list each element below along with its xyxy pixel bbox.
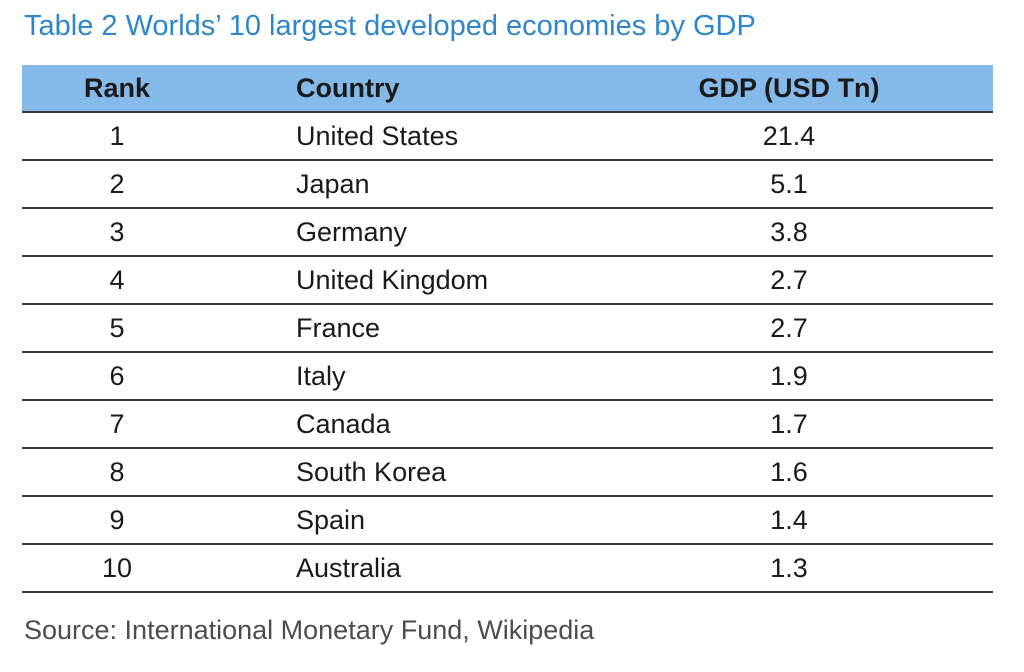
cell-gdp: 2.7	[597, 256, 993, 305]
cell-country: Germany	[212, 208, 597, 257]
cell-rank: 7	[22, 400, 212, 449]
table-row: 6 Italy 1.9	[22, 352, 993, 401]
table-title: Table 2 Worlds’ 10 largest developed eco…	[24, 10, 756, 42]
cell-rank: 8	[22, 448, 212, 497]
cell-country: South Korea	[212, 448, 597, 497]
cell-gdp: 1.4	[597, 496, 993, 545]
cell-country: Italy	[212, 352, 597, 401]
cell-country: Australia	[212, 544, 597, 593]
table-row: 7 Canada 1.7	[22, 400, 993, 449]
table-row: 3 Germany 3.8	[22, 208, 993, 257]
header-rank: Rank	[22, 65, 212, 113]
table-body: 1 United States 21.4 2 Japan 5.1 3 Germa…	[22, 112, 993, 593]
cell-country: Japan	[212, 160, 597, 209]
source-note: Source: International Monetary Fund, Wik…	[24, 615, 595, 645]
cell-country: Spain	[212, 496, 597, 545]
table-row: 4 United Kingdom 2.7	[22, 256, 993, 305]
cell-rank: 10	[22, 544, 212, 593]
header-row: Rank Country GDP (USD Tn)	[22, 65, 993, 113]
gdp-table-container: Rank Country GDP (USD Tn) 1 United State…	[22, 65, 993, 593]
table-row: 2 Japan 5.1	[22, 160, 993, 209]
cell-gdp: 3.8	[597, 208, 993, 257]
cell-rank: 3	[22, 208, 212, 257]
cell-country: United States	[212, 112, 597, 161]
header-gdp: GDP (USD Tn)	[597, 65, 993, 113]
cell-rank: 5	[22, 304, 212, 353]
header-country: Country	[212, 65, 597, 113]
cell-country: United Kingdom	[212, 256, 597, 305]
cell-gdp: 5.1	[597, 160, 993, 209]
cell-country: Canada	[212, 400, 597, 449]
table-row: 8 South Korea 1.6	[22, 448, 993, 497]
cell-rank: 9	[22, 496, 212, 545]
table-header: Rank Country GDP (USD Tn)	[22, 65, 993, 113]
cell-rank: 2	[22, 160, 212, 209]
cell-gdp: 1.6	[597, 448, 993, 497]
cell-gdp: 21.4	[597, 112, 993, 161]
cell-rank: 4	[22, 256, 212, 305]
cell-gdp: 2.7	[597, 304, 993, 353]
cell-rank: 6	[22, 352, 212, 401]
cell-gdp: 1.3	[597, 544, 993, 593]
table-row: 10 Australia 1.3	[22, 544, 993, 593]
cell-rank: 1	[22, 112, 212, 161]
cell-country: France	[212, 304, 597, 353]
table-row: 9 Spain 1.4	[22, 496, 993, 545]
table-row: 5 France 2.7	[22, 304, 993, 353]
cell-gdp: 1.7	[597, 400, 993, 449]
gdp-table: Rank Country GDP (USD Tn) 1 United State…	[22, 65, 993, 593]
cell-gdp: 1.9	[597, 352, 993, 401]
table-row: 1 United States 21.4	[22, 112, 993, 161]
